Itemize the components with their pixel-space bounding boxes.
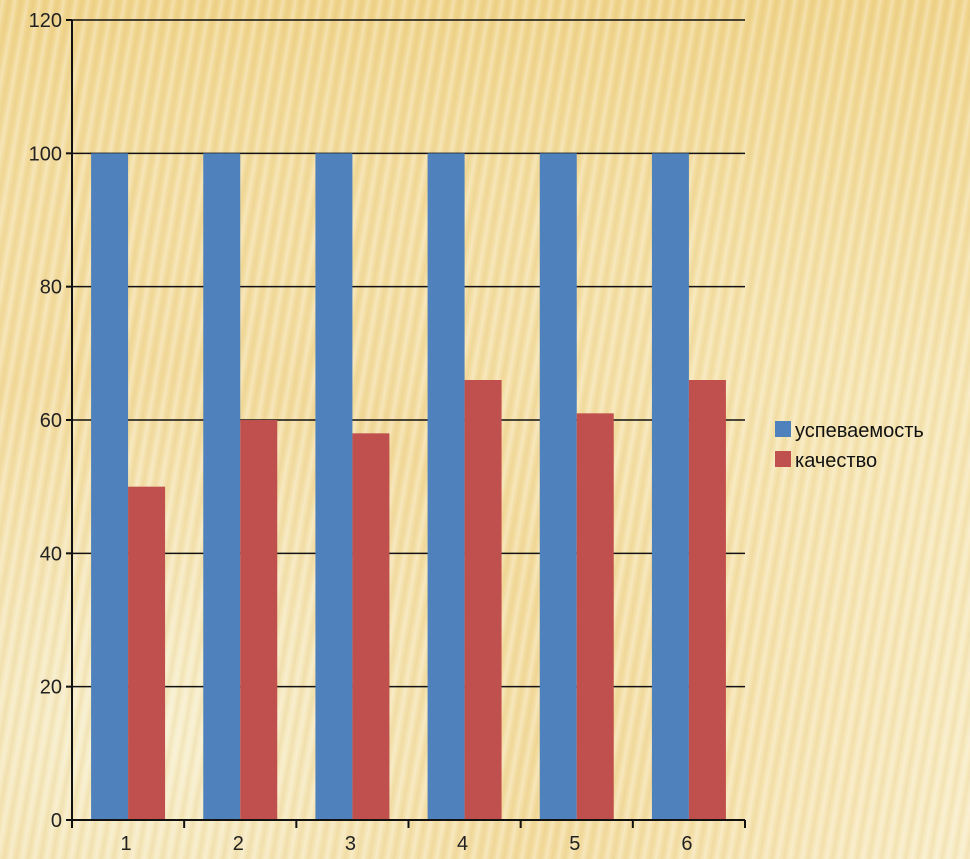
bars	[91, 153, 726, 821]
y-tick-labels: 0 20 40 60 80 100 120	[29, 10, 62, 832]
y-tick-label: 80	[40, 277, 62, 299]
bar-0-3	[427, 153, 465, 821]
bar-1-5	[688, 380, 726, 820]
x-tick-label: 2	[233, 833, 244, 855]
y-tick-label: 0	[51, 810, 62, 832]
bar-1-3	[464, 380, 502, 820]
y-tick-label: 20	[40, 677, 62, 699]
legend-swatch-1	[775, 451, 791, 467]
legend-label-0: успеваемость	[795, 420, 924, 442]
bar-0-0	[91, 153, 129, 821]
x-tick-label: 3	[345, 833, 356, 855]
bar-1-2	[352, 433, 390, 820]
bar-0-2	[315, 153, 353, 821]
bar-1-4	[576, 413, 614, 820]
y-tick-label: 40	[40, 543, 62, 565]
bar-0-4	[539, 153, 577, 821]
y-tick-label: 60	[40, 410, 62, 432]
x-tick-label: 5	[569, 833, 580, 855]
x-tick-labels: 1 2 3 4 5 6	[121, 833, 693, 855]
legend-label-1: качество	[795, 450, 877, 472]
gridlines	[66, 19, 745, 821]
bar-1-0	[128, 486, 166, 820]
legend: успеваемость качество	[775, 420, 924, 472]
x-tick-label: 4	[457, 833, 468, 855]
bar-0-5	[651, 153, 689, 821]
y-tick-label: 100	[29, 143, 62, 165]
axes	[71, 20, 746, 828]
y-tick-label: 120	[29, 10, 62, 32]
bar-0-1	[203, 153, 241, 821]
legend-swatch-0	[775, 421, 791, 437]
x-tick-label: 6	[681, 833, 692, 855]
bar-1-1	[240, 420, 278, 820]
x-tick-label: 1	[121, 833, 132, 855]
